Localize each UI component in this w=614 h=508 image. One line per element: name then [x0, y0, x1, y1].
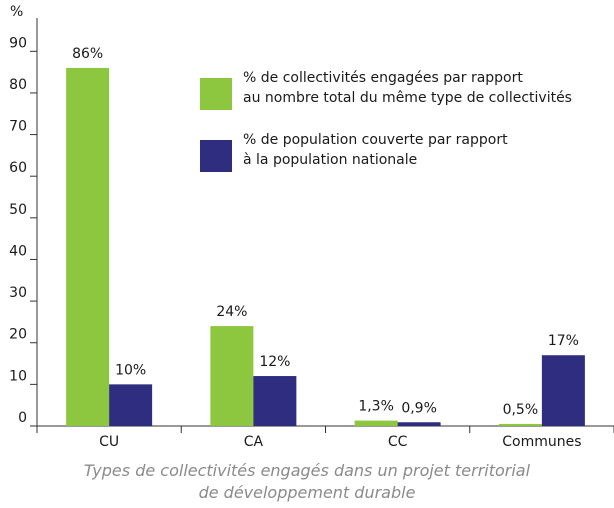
value-label: 1,3% — [358, 399, 394, 415]
bar — [498, 423, 542, 426]
y-tick-label: 50 — [9, 202, 27, 218]
value-label: 0,5% — [503, 402, 539, 418]
y-tick-label: 90 — [9, 35, 27, 51]
legend-swatch — [200, 78, 232, 110]
x-tick-label: CU — [99, 434, 119, 450]
y-tick-label: 30 — [9, 285, 27, 301]
x-axis-label: Types de collectivités engagés dans un p… — [83, 461, 531, 502]
bar — [354, 420, 398, 426]
bar — [109, 384, 153, 426]
value-label: 10% — [115, 362, 146, 378]
x-tick-label: CA — [244, 434, 264, 450]
bar — [66, 67, 110, 427]
y-tick-label: 70 — [9, 119, 27, 135]
y-tick-label: 60 — [9, 160, 27, 176]
bar — [210, 326, 254, 426]
y-tick-label: 40 — [9, 243, 27, 259]
bar — [397, 422, 441, 426]
bar — [253, 376, 297, 426]
y-tick-label: 80 — [9, 77, 27, 93]
value-label: 86% — [72, 46, 103, 62]
y-tick-label: 0 — [18, 410, 27, 426]
value-label: 24% — [216, 304, 247, 320]
legend-label: % de collectivités engagées par rapport … — [243, 70, 572, 106]
x-tick-label: CC — [388, 434, 408, 450]
y-axis-label: % — [10, 4, 23, 20]
value-label: 17% — [548, 333, 579, 349]
x-tick-label: Communes — [502, 434, 581, 450]
y-tick-label: 10 — [9, 368, 27, 384]
value-label: 0,9% — [401, 400, 437, 416]
y-tick-label: 20 — [9, 327, 27, 343]
legend-swatch — [200, 140, 232, 172]
bar — [541, 355, 585, 426]
value-label: 12% — [259, 354, 290, 370]
legend-label: % de population couverte par rapport à l… — [243, 132, 508, 168]
